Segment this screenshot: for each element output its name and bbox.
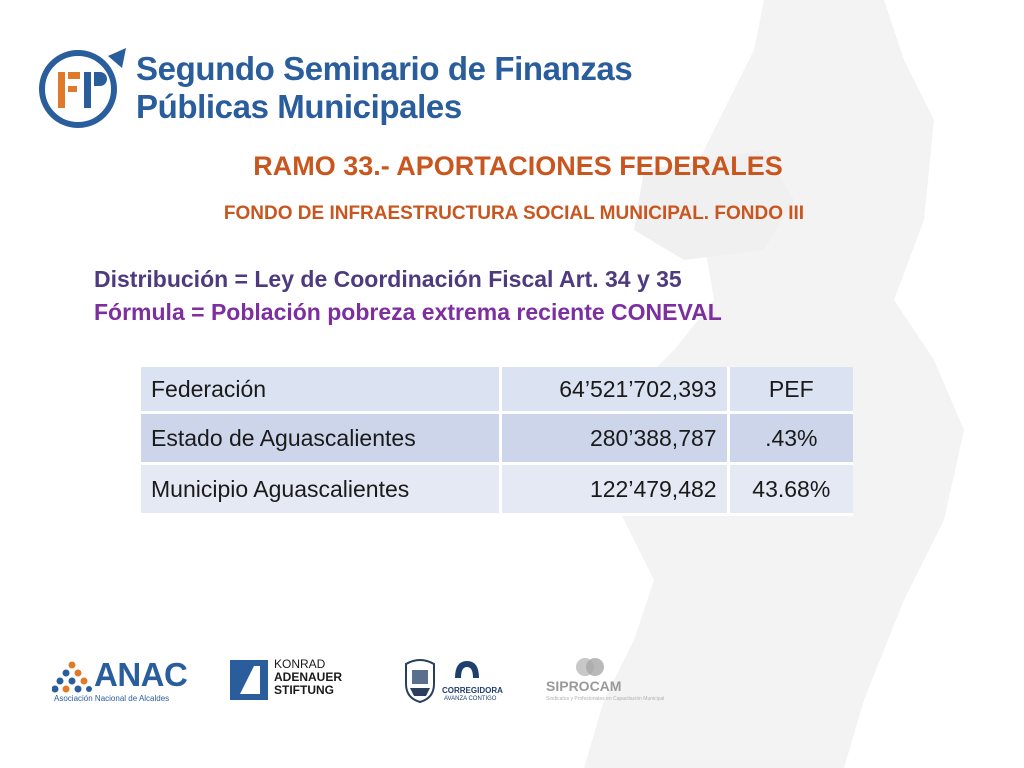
- seminar-brand-title: Segundo Seminario de Finanzas Públicas M…: [136, 50, 633, 126]
- siprocam-mark-icon: [576, 658, 604, 676]
- row-share: PEF: [729, 367, 853, 414]
- siprocam-name: SIPROCAM: [546, 678, 622, 694]
- row-name: Estado de Aguascalientes: [141, 414, 502, 465]
- siprocam-logo: SIPROCAM Sindicatos y Profesionales en C…: [546, 656, 664, 704]
- konrad-adenauer-logo: KONRAD ADENAUER STIFTUNG: [230, 658, 370, 704]
- anac-name: ANAC: [94, 656, 188, 693]
- row-amount: 280’388,787: [501, 414, 730, 465]
- konrad-line2: ADENAUER: [274, 670, 343, 684]
- row-name: Federación: [141, 367, 502, 414]
- corregidora-logo: CORREGIDORA AVANZA CONTIGO: [400, 656, 504, 706]
- formula-block: Distribución = Ley de Coordinación Fisca…: [94, 263, 722, 329]
- anac-logo: ANAC Asociación Nacional de Alcaldes: [52, 656, 192, 704]
- konrad-text: KONRAD ADENAUER STIFTUNG: [274, 658, 342, 697]
- seminar-logo-icon: [39, 48, 126, 128]
- formula-line: Fórmula = Población pobreza extrema reci…: [94, 299, 722, 325]
- seminar-title-line2: Públicas Municipales: [136, 88, 462, 125]
- row-amount: 64’521’702,393: [501, 367, 730, 414]
- corregidora-name: CORREGIDORA: [442, 686, 503, 695]
- table-row: Estado de Aguascalientes 280’388,787 .43…: [141, 414, 853, 465]
- corregidora-swirl-icon: [455, 661, 479, 678]
- konrad-mark-icon: [230, 660, 268, 700]
- coat-of-arms-icon: [405, 659, 435, 704]
- table-row: Municipio Aguascalientes 122’479,482 43.…: [141, 465, 853, 516]
- anac-full-name: Asociación Nacional de Alcaldes: [54, 694, 170, 703]
- row-share: 43.68%: [729, 465, 853, 516]
- slide-title: RAMO 33.- APORTACIONES FEDERALES: [253, 151, 783, 181]
- seminar-title-line1: Segundo Seminario de Finanzas: [136, 50, 633, 87]
- anac-dots-icon: [52, 661, 92, 693]
- konrad-line3: STIFTUNG: [274, 683, 334, 697]
- konrad-line1: KONRAD: [274, 657, 326, 671]
- corregidora-tagline: AVANZA CONTIGO: [444, 696, 497, 702]
- distribution-line: Distribución = Ley de Coordinación Fisca…: [94, 266, 682, 292]
- siprocam-tagline: Sindicatos y Profesionales en Capacitaci…: [546, 696, 665, 702]
- row-share: .43%: [729, 414, 853, 465]
- row-name: Municipio Aguascalientes: [141, 465, 502, 516]
- table-row: Federación 64’521’702,393 PEF: [141, 367, 853, 414]
- slide-subtitle: FONDO DE INFRAESTRUCTURA SOCIAL MUNICIPA…: [223, 203, 805, 224]
- allocation-table: Federación 64’521’702,393 PEF Estado de …: [141, 367, 853, 516]
- row-amount: 122’479,482: [501, 465, 730, 516]
